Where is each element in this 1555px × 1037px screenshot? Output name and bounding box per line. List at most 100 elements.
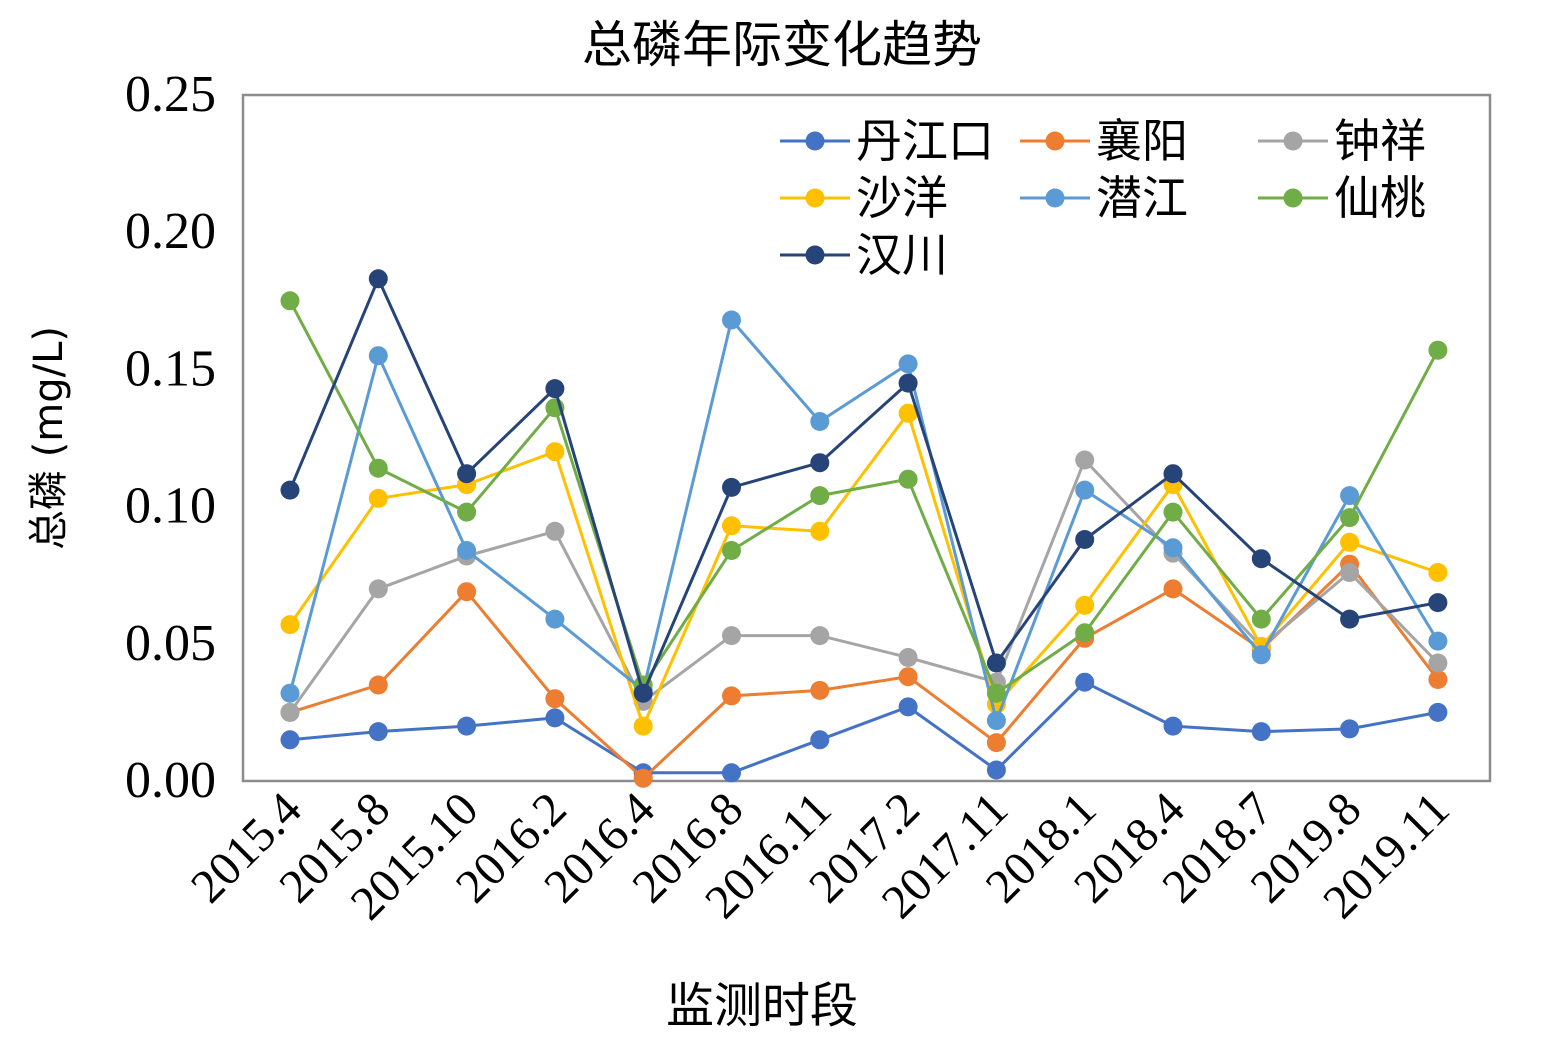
legend-item: 钟祥 xyxy=(1258,114,1426,168)
legend-label: 潜江 xyxy=(1096,171,1188,225)
data-point xyxy=(457,502,477,522)
data-point xyxy=(1163,464,1183,484)
chart-title: 总磷年际变化趋势 xyxy=(582,16,982,74)
series-line xyxy=(288,318,1440,723)
data-point xyxy=(898,403,918,423)
data-point xyxy=(280,615,300,635)
data-point xyxy=(810,680,830,700)
data-point xyxy=(722,310,741,330)
data-point xyxy=(1163,538,1183,558)
data-point xyxy=(280,480,300,500)
legend-swatch-marker xyxy=(1283,188,1303,208)
y-tick-label: 0.10 xyxy=(125,478,216,535)
x-axis-tick-labels: 2015.42015.82015.102016.22016.42016.8201… xyxy=(181,782,1460,930)
data-point xyxy=(457,464,477,484)
data-point xyxy=(986,683,1006,703)
data-point xyxy=(545,442,565,462)
data-point xyxy=(1251,722,1271,742)
data-point xyxy=(1428,340,1448,360)
data-point xyxy=(1428,563,1448,582)
data-point xyxy=(722,626,741,646)
data-point xyxy=(898,469,918,489)
data-point xyxy=(1075,595,1095,615)
legend-label: 沙洋 xyxy=(856,171,948,225)
data-point xyxy=(368,579,388,599)
data-point xyxy=(1340,609,1360,629)
data-point xyxy=(722,541,741,560)
data-point xyxy=(457,541,477,560)
series-layer xyxy=(280,269,1448,788)
data-point xyxy=(280,683,300,703)
data-point xyxy=(633,716,653,736)
data-point xyxy=(1340,719,1360,739)
legend-label: 汉川 xyxy=(856,228,948,282)
data-point xyxy=(986,653,1006,673)
data-point xyxy=(898,697,918,717)
y-tick-label: 0.15 xyxy=(125,340,216,397)
data-point xyxy=(1251,645,1271,665)
data-point xyxy=(545,609,565,629)
data-point xyxy=(280,291,300,311)
data-point xyxy=(368,346,388,366)
data-point xyxy=(986,760,1006,780)
data-point xyxy=(898,648,918,667)
data-point xyxy=(368,675,388,695)
legend-label: 襄阳 xyxy=(1096,114,1188,168)
data-point xyxy=(986,711,1006,731)
data-point xyxy=(545,689,565,709)
data-point xyxy=(810,453,830,473)
legend-item: 沙洋 xyxy=(780,171,948,225)
data-point xyxy=(1251,549,1271,569)
data-point xyxy=(1075,623,1095,643)
data-point xyxy=(1163,502,1183,522)
legend-swatch-marker xyxy=(1045,131,1065,151)
data-point xyxy=(1428,702,1448,722)
data-point xyxy=(810,412,830,431)
legend-label: 钟祥 xyxy=(1334,114,1426,168)
data-point xyxy=(1075,480,1095,500)
y-axis-tick-labels: 0.00 0.05 0.10 0.15 0.20 0.25 xyxy=(125,66,216,809)
y-tick-label: 0.20 xyxy=(125,203,216,260)
data-point xyxy=(280,702,300,722)
series-line xyxy=(288,277,1439,695)
data-point xyxy=(722,686,741,706)
data-point xyxy=(545,708,565,728)
legend-item: 汉川 xyxy=(780,228,948,282)
legend-swatch-marker xyxy=(805,245,825,265)
data-point xyxy=(722,477,741,497)
data-point xyxy=(368,458,388,478)
data-point xyxy=(1340,532,1360,552)
series-6 xyxy=(280,291,1448,703)
x-axis-title: 监测时段 xyxy=(666,978,858,1034)
data-point xyxy=(457,716,477,736)
data-point xyxy=(1428,653,1448,673)
series-1 xyxy=(280,672,1448,783)
legend-label: 仙桃 xyxy=(1334,171,1426,225)
data-point xyxy=(1340,486,1360,506)
data-point xyxy=(810,730,830,750)
data-point xyxy=(633,683,653,703)
legend-swatch-marker xyxy=(805,131,825,151)
data-point xyxy=(810,521,830,541)
data-point xyxy=(368,269,388,289)
data-point xyxy=(898,354,918,374)
data-point xyxy=(1075,672,1095,692)
legend-item: 丹江口 xyxy=(780,114,994,168)
legend-item: 襄阳 xyxy=(1020,114,1188,168)
y-axis-title: 总磷 (mg/L) xyxy=(26,326,72,550)
y-tick-label: 0.00 xyxy=(125,752,216,809)
data-point xyxy=(898,373,918,393)
y-tick-label: 0.25 xyxy=(125,66,216,123)
data-point xyxy=(1340,563,1360,582)
data-point xyxy=(1428,631,1448,651)
data-point xyxy=(545,521,565,541)
data-point xyxy=(457,582,477,602)
series-line xyxy=(288,411,1439,728)
data-point xyxy=(810,486,830,506)
series-line xyxy=(289,680,1439,775)
data-point xyxy=(810,626,830,646)
data-point xyxy=(1163,716,1183,736)
data-point xyxy=(368,722,388,742)
data-point xyxy=(986,733,1006,753)
